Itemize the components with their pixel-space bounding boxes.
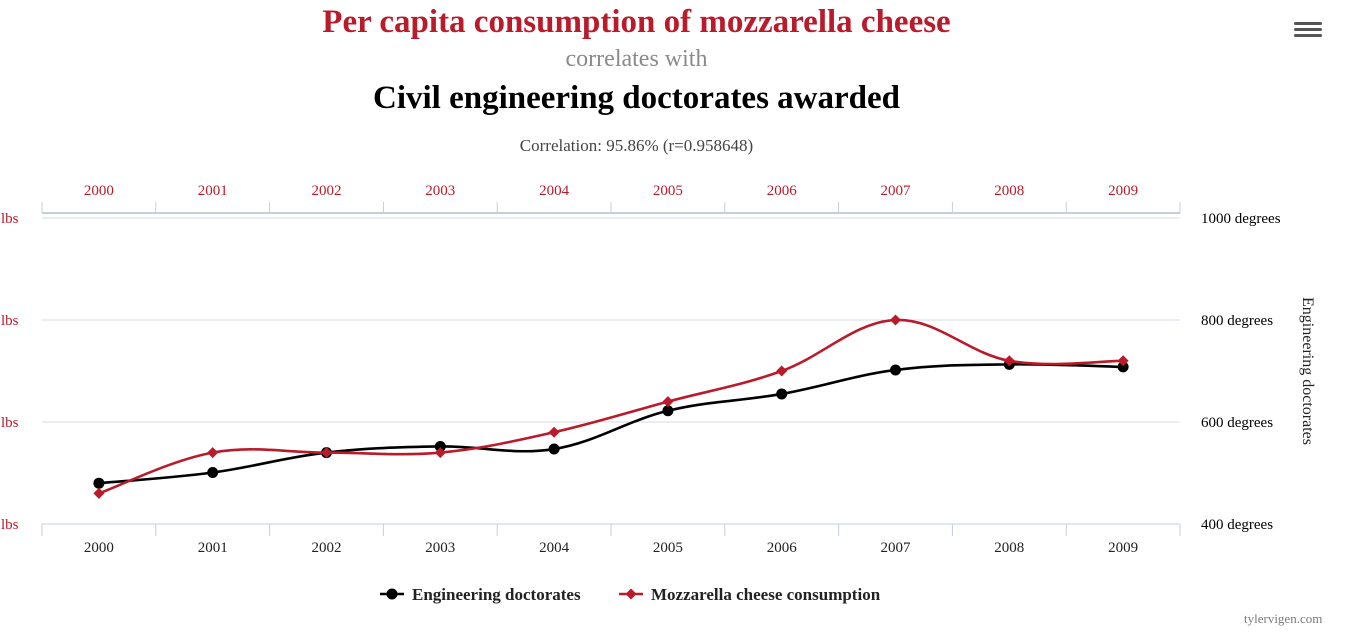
- bottom-axis-label: 2004: [539, 540, 570, 556]
- left-axis-label: lbs: [1, 313, 19, 329]
- top-axis-label: 2001: [198, 183, 228, 199]
- engineering-doctorates-point: [207, 466, 219, 478]
- right-axis-label: 1000 degrees: [1201, 211, 1281, 227]
- mozzarella-cheese-consumption-point: [662, 396, 674, 408]
- engineering-doctorates-point: [93, 477, 105, 489]
- bottom-axis-label: 2002: [312, 540, 342, 556]
- top-axis-label: 2002: [312, 183, 342, 199]
- chart-subtitle: Civil engineering doctorates awarded: [372, 80, 901, 116]
- engineering-doctorates-point: [548, 443, 560, 455]
- top-axis-label: 2003: [425, 183, 455, 199]
- legend: Engineering doctorates Mozzarella cheese …: [380, 585, 881, 604]
- bottom-axis-label: 2009: [1108, 540, 1138, 556]
- hamburger-menu-icon[interactable]: [1294, 22, 1322, 44]
- menu-bar: [1294, 22, 1322, 25]
- engineering-doctorates-line: [98, 362, 1124, 485]
- top-axis-label: 2000: [84, 183, 114, 199]
- bottom-axis-label: 2005: [653, 540, 683, 556]
- right-axis-title: Engineering doctorates: [1299, 297, 1316, 445]
- bottom-axis-label: 2001: [198, 540, 228, 556]
- mozzarella-cheese-consumption-point: [890, 314, 901, 326]
- top-axis-label: 2005: [653, 183, 683, 199]
- engineering-doctorates-point: [776, 388, 788, 400]
- mozzarella-cheese-consumption-point: [434, 447, 446, 459]
- mozzarella-cheese-consumption-point: [776, 365, 788, 377]
- menu-bar: [1294, 34, 1322, 37]
- legend-label-engineering-doctorates[interactable]: Engineering doctorates: [412, 585, 581, 604]
- credit-link[interactable]: tylervigen.com: [1244, 611, 1323, 626]
- correlates-label: correlates with: [565, 46, 708, 72]
- right-axis-label: 600 degrees: [1201, 415, 1273, 431]
- engineering-doctorates-point: [1117, 361, 1129, 373]
- top-axis-label: 2009: [1108, 183, 1138, 199]
- left-axis-label: lbs: [1, 517, 19, 533]
- top-axis-label: 2008: [994, 183, 1024, 199]
- legend-label-mozzarella-cheese-consumption[interactable]: Mozzarella cheese consumption: [651, 585, 881, 604]
- top-axis-label: 2004: [539, 183, 570, 199]
- engineering-doctorates-point: [890, 364, 901, 376]
- engineering-doctorates-point: [434, 440, 446, 452]
- bottom-axis-label: 2003: [425, 540, 455, 556]
- mozzarella-cheese-consumption-line: [98, 318, 1124, 495]
- top-axis-label: 2007: [881, 183, 912, 199]
- left-axis-label: lbs: [1, 415, 19, 431]
- chart-title: Per capita consumption of mozzarella che…: [322, 4, 951, 40]
- right-axis-label: 400 degrees: [1201, 517, 1273, 533]
- bottom-axis-label: 2008: [994, 540, 1024, 556]
- mozzarella-cheese-consumption-point: [321, 447, 332, 459]
- legend-marker: [386, 588, 398, 600]
- engineering-doctorates-point: [662, 405, 674, 417]
- mozzarella-cheese-consumption-point: [1003, 355, 1015, 367]
- mozzarella-cheese-consumption-point: [93, 487, 105, 499]
- bottom-axis-label: 2006: [767, 540, 798, 556]
- mozzarella-cheese-consumption-point: [548, 426, 560, 438]
- top-axis-label: 2006: [767, 183, 798, 199]
- left-axis-label: lbs: [1, 211, 19, 227]
- mozzarella-cheese-consumption-point: [1117, 355, 1129, 367]
- mozzarella-cheese-consumption-point: [207, 447, 219, 459]
- right-axis-label: 800 degrees: [1201, 313, 1273, 329]
- menu-bar: [1294, 28, 1322, 31]
- bottom-axis-label: 2000: [84, 540, 114, 556]
- correlation-label: Correlation: 95.86% (r=0.958648): [519, 136, 754, 155]
- bottom-axis-label: 2007: [881, 540, 912, 556]
- legend-marker: [625, 588, 637, 600]
